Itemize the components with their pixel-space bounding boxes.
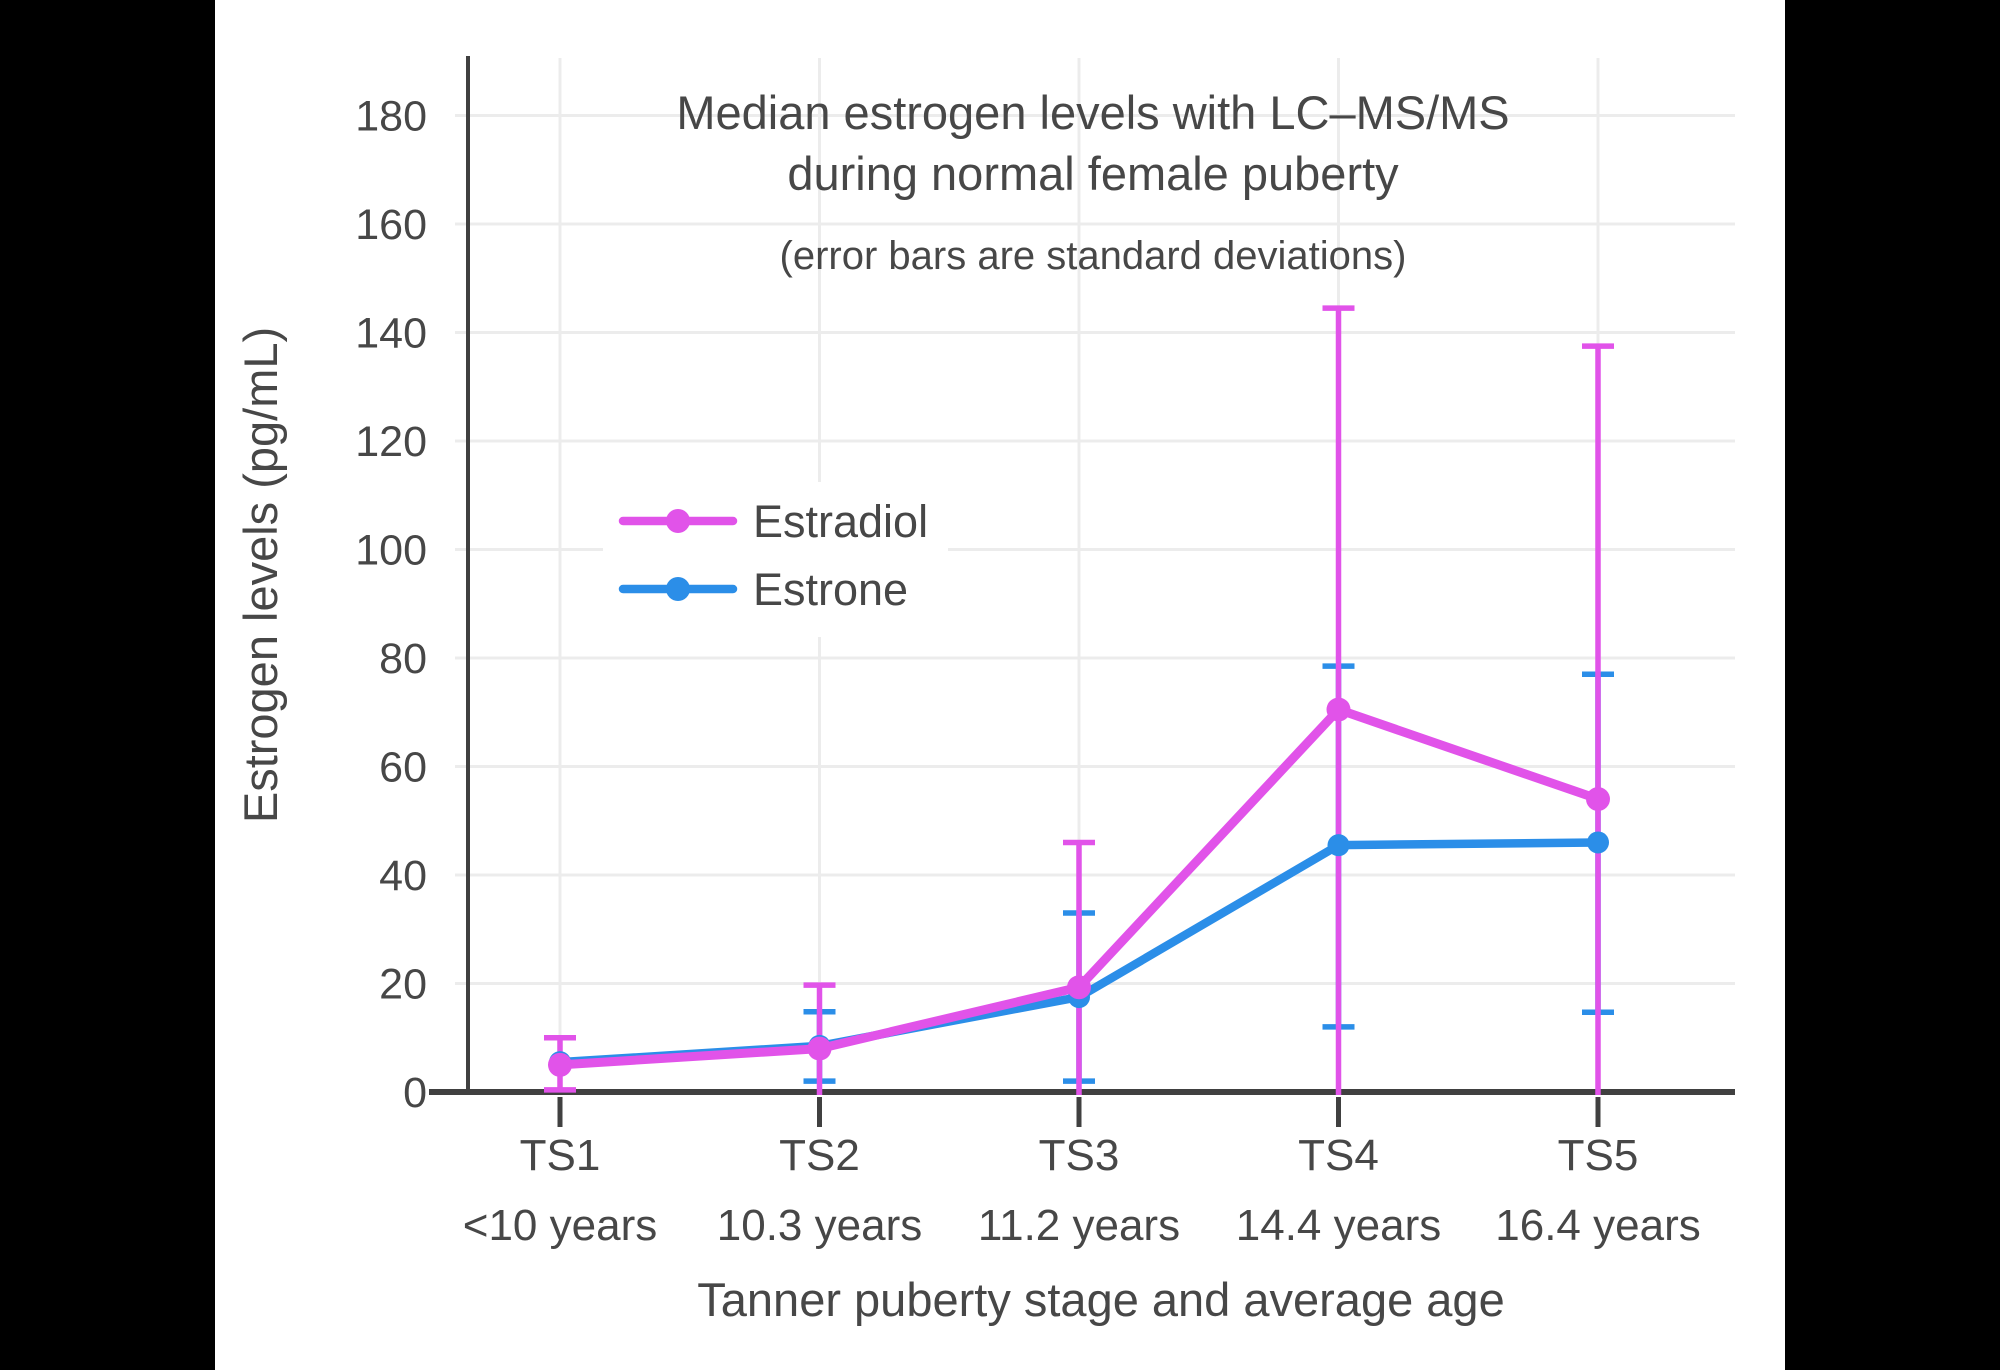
estrogen-levels-chart: 0 20 40 60 80 100 120 140 160 180 TS1 TS2 TS3 TS4 TS5 <… — [234, 56, 1735, 1326]
y-tick-label: 80 — [379, 635, 427, 683]
estradiol-marker — [1067, 975, 1091, 1000]
x-age-label: 14.4 years — [1236, 1201, 1441, 1250]
x-tick-label: TS2 — [779, 1131, 860, 1180]
estradiol-marker — [807, 1036, 832, 1061]
x-tick-label: TS5 — [1558, 1131, 1639, 1180]
legend-label-estrone: Estrone — [753, 564, 908, 615]
legend-box — [603, 482, 948, 637]
x-axis-title: Tanner puberty stage and average age — [697, 1273, 1504, 1326]
y-tick-label: 40 — [379, 852, 427, 900]
x-age-label: <10 years — [463, 1201, 657, 1250]
y-tick-label: 160 — [355, 201, 427, 249]
y-axis-title: Estrogen levels (pg/mL) — [234, 327, 287, 823]
chart-panel: 0 20 40 60 80 100 120 140 160 180 TS1 TS2 TS3 TS4 TS5 <… — [215, 0, 1785, 1370]
legend-swatch-marker-estrone — [666, 577, 690, 601]
x-tick-label: TS3 — [1039, 1131, 1120, 1180]
y-tick-label: 120 — [355, 418, 427, 466]
y-tick-label: 140 — [355, 310, 427, 358]
x-tick-label: TS1 — [520, 1131, 601, 1180]
y-tick-label: 100 — [355, 527, 427, 575]
y-tick-label: 20 — [379, 961, 427, 1009]
y-tick-label: 180 — [355, 93, 427, 141]
chart-title-line1: Median estrogen levels with LC–MS/MS — [676, 86, 1509, 139]
x-age-label: 16.4 years — [1495, 1201, 1700, 1250]
estrone-marker — [1587, 831, 1609, 854]
chart-title-line2: during normal female puberty — [787, 147, 1399, 200]
estrone-marker — [1327, 834, 1350, 857]
x-age-label: 11.2 years — [978, 1201, 1180, 1250]
estradiol-marker — [1326, 697, 1351, 722]
letterbox-left — [0, 0, 215, 1370]
legend-label-estradiol: Estradiol — [753, 496, 928, 547]
chart-subtitle: (error bars are standard deviations) — [780, 234, 1407, 278]
estradiol-marker — [1586, 787, 1610, 812]
letterbox-right — [1785, 0, 2000, 1370]
x-age-label: 10.3 years — [717, 1201, 922, 1250]
y-tick-label: 0 — [403, 1069, 427, 1117]
y-tick-label: 60 — [379, 744, 427, 792]
x-tick-label: TS4 — [1298, 1131, 1379, 1180]
legend-swatch-marker-estradiol — [666, 509, 690, 533]
estradiol-marker — [548, 1052, 572, 1077]
